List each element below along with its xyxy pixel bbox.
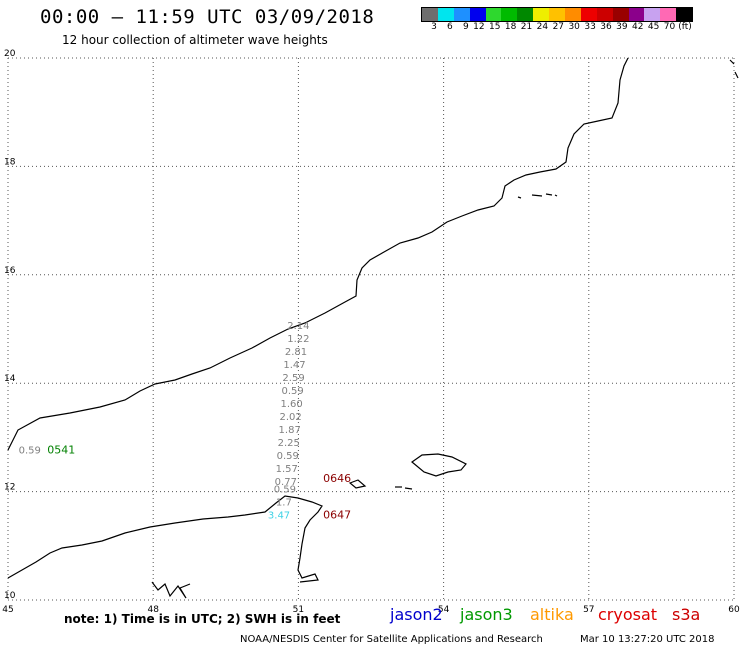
colorbar-ticks: 3 6 9 12 15 18 21 24 27 30 33 36 39 42 45 70 (ft) xyxy=(421,22,692,32)
somali-coast-fragment xyxy=(151,581,191,599)
swh-track: 2.14 1.22 2.81 1.47 2.59 0.59 1.60 2.02 1.87 2.25… xyxy=(19,321,310,522)
swh-value: 1.60 xyxy=(280,399,302,410)
colorbar-swatch xyxy=(644,8,661,21)
generated-time: Mar 10 13:27:20 UTC 2018 xyxy=(580,634,715,645)
colorbar-tick: 21 xyxy=(520,22,533,32)
arabian-coastline xyxy=(7,57,629,451)
colorbar-swatch xyxy=(549,8,566,21)
colorbar-tick: 39 xyxy=(616,22,628,32)
map-title: 00:00 – 11:59 UTC 03/09/2018 xyxy=(40,6,375,28)
axis-labels: 45 48 51 54 57 60 10 12 14 16 18 20 xyxy=(2,49,740,615)
african-coastline xyxy=(7,495,323,583)
legend-altika: altika xyxy=(530,605,574,624)
lat-lon-grid xyxy=(7,57,735,601)
legend-s3a: s3a xyxy=(672,605,701,624)
legend-jason2: jason2 xyxy=(390,605,443,624)
swh-value: 0.59 xyxy=(274,485,296,496)
colorbar-swatch xyxy=(612,8,629,21)
colorbar-swatch xyxy=(517,8,534,21)
swh-value: 3.47 xyxy=(268,511,290,522)
edge-marks xyxy=(729,59,739,79)
swh-value: 1.87 xyxy=(279,425,301,436)
longitude-label: 57 xyxy=(583,605,594,615)
colorbar-swatch xyxy=(565,8,581,21)
colorbar-swatch xyxy=(453,8,470,21)
swh-value: 2.59 xyxy=(282,373,304,384)
colorbar-swatch xyxy=(501,8,518,21)
colorbar-swatch xyxy=(533,8,550,21)
colorbar-tick: 18 xyxy=(504,22,517,32)
swh-value: 0.59 xyxy=(281,386,303,397)
swh-value: 0.77 xyxy=(275,477,297,488)
latitude-label: 10 xyxy=(4,591,16,601)
legend-cryosat: cryosat xyxy=(598,605,658,624)
colorbar-tick: 15 xyxy=(489,22,501,32)
longitude-label: 54 xyxy=(438,605,450,615)
colorbar-tick: 33 xyxy=(584,22,596,32)
colorbar-tick: 36 xyxy=(600,22,612,32)
colorbar-tick: 45 xyxy=(647,22,660,32)
pass-time: 0541 xyxy=(47,444,75,457)
swh-value: 0.59 xyxy=(277,451,299,462)
latitude-label: 20 xyxy=(4,49,16,59)
latitude-label: 18 xyxy=(4,157,16,167)
swh-value: 1.7 xyxy=(276,498,292,509)
latitude-label: 12 xyxy=(4,483,15,493)
latitude-label: 16 xyxy=(4,266,16,276)
colorbar-tick: 27 xyxy=(552,22,565,32)
colorbar-tick: 70 xyxy=(663,22,676,32)
swh-value: 0.59 xyxy=(19,446,41,457)
footnote: note: 1) Time is in UTC; 2) SWH is in fe… xyxy=(64,612,341,626)
swh-value: 1.22 xyxy=(287,334,309,345)
colorbar-swatch xyxy=(422,8,438,21)
coastline xyxy=(7,57,739,599)
longitude-label: 48 xyxy=(147,605,159,615)
colorbar-unit: (ft) xyxy=(678,22,692,32)
colorbar-tick: 24 xyxy=(536,22,549,32)
colorbar-swatch xyxy=(580,8,597,21)
swh-value: 1.57 xyxy=(276,464,298,475)
colorbar-swatch xyxy=(628,8,645,21)
swh-value: 2.14 xyxy=(287,321,309,332)
islet-3 xyxy=(404,487,413,490)
latitude-label: 14 xyxy=(4,374,16,384)
legend-jason3: jason3 xyxy=(460,605,513,624)
longitude-label: 60 xyxy=(728,605,740,615)
longitude-label: 45 xyxy=(2,605,13,615)
swh-value: 2.81 xyxy=(285,347,307,358)
swh-value: 1.47 xyxy=(283,360,305,371)
pass-time: 0647 xyxy=(323,509,351,522)
pass-time: 0646 xyxy=(323,472,351,485)
map-subtitle: 12 hour collection of altimeter wave hei… xyxy=(62,33,328,47)
islet-1 xyxy=(348,479,367,489)
pass-time-labels: 0541 0646 0647 xyxy=(47,444,351,522)
colorbar-swatch xyxy=(485,8,502,21)
swh-value: 2.25 xyxy=(278,438,300,449)
colorbar-swatch xyxy=(676,8,693,21)
colorbar-tick: 42 xyxy=(632,22,644,32)
colorbar-swatch xyxy=(437,8,454,21)
colorbar-tick: 30 xyxy=(568,22,580,32)
colorbar-tick: 6 xyxy=(447,22,453,32)
wave-height-colorbar xyxy=(421,7,694,22)
colorbar-tick: 9 xyxy=(462,22,469,32)
colorbar-swatch xyxy=(596,8,613,21)
longitude-label: 51 xyxy=(293,605,304,615)
colorbar-tick: 3 xyxy=(431,22,437,32)
colorbar-tick: 12 xyxy=(473,22,485,32)
colorbar-swatch xyxy=(660,8,677,21)
credit-text: NOAA/NESDIS Center for Satellite Applica… xyxy=(240,634,543,645)
kuria-islets xyxy=(517,193,558,199)
colorbar-swatch xyxy=(469,8,486,21)
swh-value: 2.02 xyxy=(280,412,302,423)
socotra-island xyxy=(411,453,467,477)
